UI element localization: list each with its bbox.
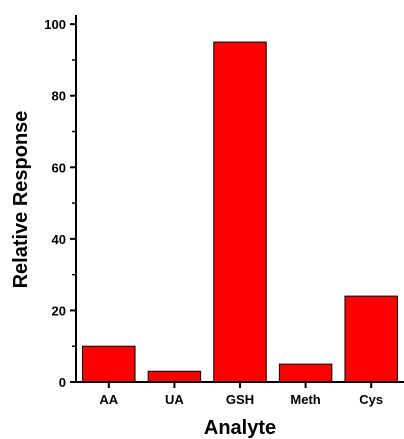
x-tick-label: Meth <box>290 392 320 407</box>
bar-cys <box>344 295 398 383</box>
y-tick-label: 40 <box>52 232 66 247</box>
bar-gsh <box>213 41 267 383</box>
bar-aa <box>82 345 136 383</box>
y-axis-title: Relative Response <box>10 111 32 289</box>
y-tick-label: 100 <box>44 17 66 32</box>
x-tick-label: AA <box>99 392 118 407</box>
bar-ua <box>147 370 202 383</box>
x-tick-label: Cys <box>359 392 383 407</box>
y-tick-label: 80 <box>52 89 66 104</box>
y-axis-ticks: 0 20 40 60 80 100 <box>44 17 76 390</box>
x-tick-label: GSH <box>226 392 254 407</box>
y-tick-label: 20 <box>52 303 66 318</box>
y-tick-label: 60 <box>52 160 66 175</box>
x-axis-title: Analyte <box>204 417 276 439</box>
bars <box>82 41 398 383</box>
bar-meth <box>278 363 333 383</box>
y-tick-label: 0 <box>59 375 66 390</box>
x-tick-label: UA <box>165 392 184 407</box>
x-axis-ticks: AA UA GSH Meth Cys <box>99 382 383 407</box>
